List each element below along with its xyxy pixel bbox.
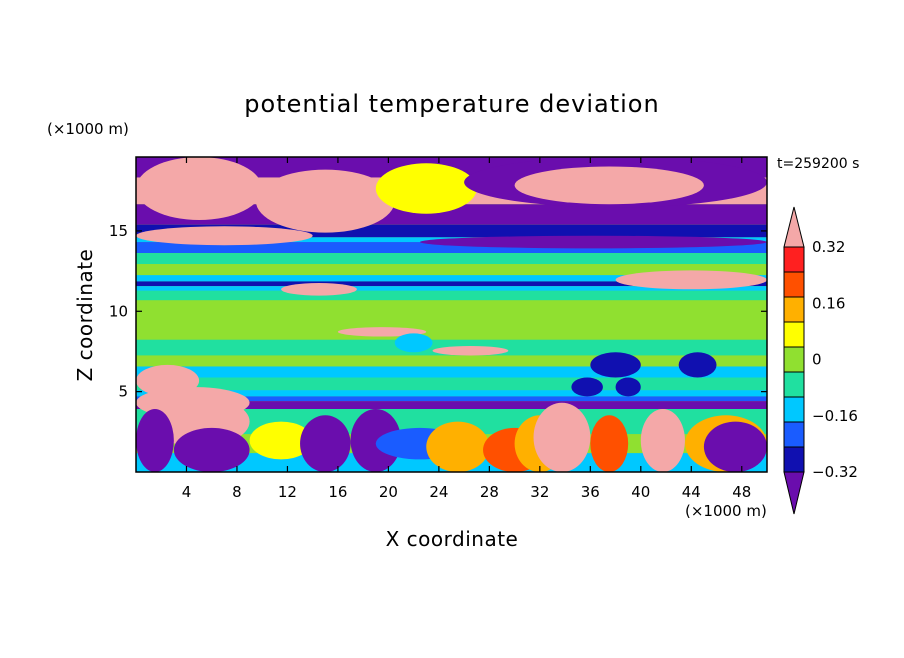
contour-band	[136, 281, 767, 287]
contour-blob	[571, 377, 603, 397]
contour-blob	[255, 169, 395, 233]
contour-blob	[432, 346, 509, 356]
contour-blob	[426, 421, 490, 472]
x-tick-label: 4	[182, 483, 192, 501]
colorbar-extend-min	[783, 471, 805, 515]
contour-blob	[615, 270, 767, 290]
colorbar-extend-max	[783, 206, 805, 248]
contour-band	[136, 253, 767, 265]
contour-blob	[300, 415, 351, 472]
contour-band	[136, 242, 767, 254]
x-tick-label: 28	[480, 483, 499, 501]
colorbar-swatch	[783, 246, 805, 273]
colorbar-label: 0.32	[812, 238, 845, 256]
colorbar-swatch	[783, 271, 805, 298]
contour-blob	[419, 235, 767, 249]
x-tick-label: 32	[530, 483, 549, 501]
contour-blob	[337, 327, 427, 337]
time-label: t=259200 s	[777, 156, 859, 172]
contour-band	[136, 290, 767, 301]
x-unit-label: (×1000 m)	[685, 502, 767, 520]
x-tick-label: 44	[682, 483, 701, 501]
colorbar-swatch	[783, 421, 805, 448]
contour-band	[136, 390, 767, 397]
colorbar-swatch	[783, 371, 805, 398]
x-tick-label: 8	[232, 483, 242, 501]
y-unit-label: (×1000 m)	[47, 120, 129, 138]
contour-blob	[640, 409, 685, 472]
x-tick-label: 48	[732, 483, 751, 501]
x-tick-label: 24	[429, 483, 448, 501]
colorbar-label: 0	[812, 351, 822, 369]
contour-band	[136, 366, 767, 378]
contour-blob	[173, 427, 250, 472]
x-tick-label: 40	[631, 483, 650, 501]
x-axis-title: X coordinate	[386, 527, 519, 551]
contour-blob	[136, 157, 263, 220]
x-axis: 4 8 12 16 20 24 28 32 36 40 44 48	[182, 157, 751, 501]
colorbar-label: −0.16	[812, 407, 858, 425]
contour-blob	[375, 163, 477, 214]
colorbar-swatch	[783, 296, 805, 323]
contour-blob	[514, 166, 704, 205]
contour-band	[136, 264, 767, 276]
colorbar-swatch	[783, 346, 805, 373]
contour-blob	[394, 333, 433, 353]
contour-blob	[590, 352, 641, 378]
colorbar-label: 0.16	[812, 294, 845, 312]
contour-band	[136, 275, 767, 282]
y-tick-label: 5	[118, 383, 128, 401]
contour-band	[136, 355, 767, 367]
x-tick-label: 36	[581, 483, 600, 501]
contour-blob	[533, 402, 591, 472]
chart-title: potential temperature deviation	[244, 90, 659, 118]
contour-blob	[703, 421, 767, 472]
x-tick-label: 16	[328, 483, 347, 501]
contour-blob	[281, 283, 357, 296]
colorbar-swatch	[783, 321, 805, 348]
y-axis-title: Z coordinate	[73, 249, 97, 382]
contour-band	[136, 286, 767, 291]
contour-blob	[590, 415, 629, 472]
contour-blob	[615, 377, 641, 397]
contour-band	[136, 401, 767, 409]
contour-band	[136, 300, 767, 340]
contour-blob	[136, 409, 174, 472]
colorbar-swatch	[783, 396, 805, 423]
contour-blob	[350, 409, 402, 472]
colorbar-swatch	[783, 446, 805, 473]
plot-frame	[135, 156, 768, 473]
y-tick-label: 15	[109, 222, 128, 240]
x-tick-label: 20	[379, 483, 398, 501]
y-tick-label: 10	[109, 302, 128, 320]
colorbar: 0.32 0.16 0 −0.16 −0.32	[783, 206, 858, 515]
colorbar-label: −0.32	[812, 463, 858, 481]
contour-blob	[678, 352, 717, 378]
contour-band	[136, 396, 767, 402]
contour-blobs	[136, 157, 767, 472]
contour-blob	[136, 226, 313, 246]
contour-band	[136, 377, 767, 391]
y-axis: 5 10 15	[109, 222, 767, 401]
x-tick-label: 12	[278, 483, 297, 501]
plot-area	[136, 157, 767, 472]
contour-blob	[249, 421, 313, 460]
